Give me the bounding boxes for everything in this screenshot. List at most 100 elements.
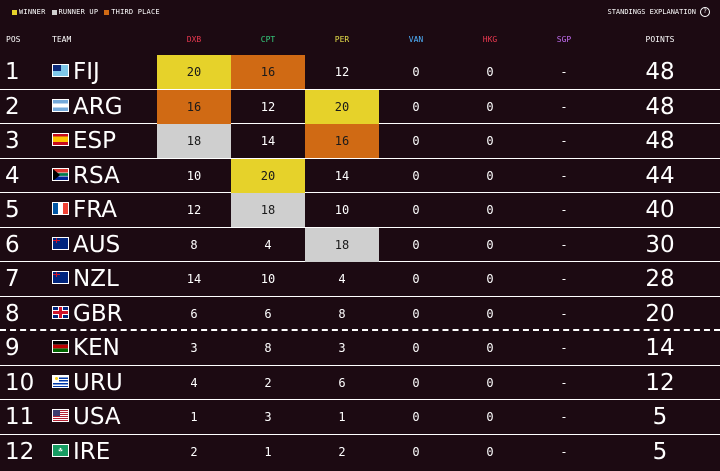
row-position: 8 bbox=[5, 300, 20, 327]
score-per: 2 bbox=[338, 444, 346, 459]
row-points: 48 bbox=[645, 93, 675, 120]
team-code[interactable]: ARG bbox=[73, 93, 123, 120]
standings-explanation-link[interactable]: Standings explanation ? bbox=[607, 7, 710, 17]
score-cpt: 16 bbox=[231, 55, 305, 89]
table-row[interactable]: 3 ESP 18 14 16 0 0 - 48 bbox=[0, 124, 720, 159]
row-position: 7 bbox=[5, 266, 20, 292]
header-event-dxb[interactable]: DXB bbox=[186, 35, 202, 44]
score-hkg: 0 bbox=[486, 341, 494, 355]
legend-swatch bbox=[12, 9, 17, 15]
team-code[interactable]: FIJ bbox=[73, 59, 100, 85]
header-event-cpt[interactable]: CPT bbox=[260, 35, 276, 44]
team-code[interactable]: GBR bbox=[73, 300, 123, 327]
header-pos: POS bbox=[6, 35, 21, 44]
score-sgp: - bbox=[560, 375, 568, 390]
score-sgp: - bbox=[560, 444, 568, 459]
score-hkg: 0 bbox=[486, 444, 494, 459]
score-dxb: 16 bbox=[157, 89, 231, 124]
team-code[interactable]: RSA bbox=[73, 162, 120, 189]
row-position: 10 bbox=[5, 369, 35, 396]
row-points: 48 bbox=[645, 59, 675, 85]
table-row[interactable]: 1 FIJ 20 16 12 0 0 - 48 bbox=[0, 55, 720, 90]
row-points: 12 bbox=[645, 369, 675, 396]
flag-ireland-icon: ☘ bbox=[52, 443, 69, 457]
score-per: 4 bbox=[338, 272, 346, 286]
score-hkg: 0 bbox=[486, 203, 494, 217]
flag-new-zealand-icon bbox=[52, 271, 69, 284]
score-hkg: 0 bbox=[486, 237, 494, 252]
row-points: 28 bbox=[645, 266, 675, 292]
row-position: 3 bbox=[5, 128, 20, 154]
score-van: 0 bbox=[412, 410, 420, 424]
table-row[interactable]: 9 KEN 3 8 3 0 0 - 14 bbox=[0, 331, 720, 366]
team-code[interactable]: AUS bbox=[73, 231, 121, 258]
team-code[interactable]: FRA bbox=[73, 197, 118, 223]
row-points: 44 bbox=[645, 162, 675, 189]
flag-south-africa-icon bbox=[52, 167, 69, 181]
team-code[interactable]: URU bbox=[73, 369, 123, 396]
score-per: 16 bbox=[305, 124, 379, 158]
team-code[interactable]: ESP bbox=[73, 128, 117, 154]
score-sgp: - bbox=[560, 306, 568, 321]
score-sgp: - bbox=[560, 65, 568, 79]
header-event-per[interactable]: PER bbox=[334, 35, 350, 44]
table-row[interactable]: 4 RSA 10 20 14 0 0 - 44 bbox=[0, 158, 720, 193]
table-row[interactable]: 8 GBR 6 6 8 0 0 - 20 bbox=[0, 297, 720, 331]
header-team: TEAM bbox=[52, 35, 72, 44]
flag-uruguay-icon bbox=[52, 374, 69, 388]
score-per: 10 bbox=[334, 203, 350, 217]
flag-usa-icon bbox=[52, 409, 69, 422]
score-per: 3 bbox=[338, 341, 346, 355]
table-row[interactable]: 12 ☘ IRE 2 1 2 0 0-5 bbox=[0, 435, 720, 470]
legend-item: Third place bbox=[104, 8, 160, 16]
score-sgp: - bbox=[560, 237, 568, 252]
score-hkg: 0 bbox=[486, 168, 494, 183]
table-row[interactable]: 10 URU 4 2 6 0 0 - 12 bbox=[0, 366, 720, 400]
table-row[interactable]: 5 FRA 12 18 10 0 0 - 40 bbox=[0, 193, 720, 228]
score-dxb: 18 bbox=[157, 124, 231, 158]
table-row[interactable]: 2 ARG 16 12 20 0 0 - 48 bbox=[0, 89, 720, 124]
score-dxb: 2 bbox=[190, 444, 198, 459]
score-dxb: 14 bbox=[186, 272, 202, 286]
question-icon: ? bbox=[700, 7, 710, 17]
score-per: 8 bbox=[338, 306, 346, 321]
row-position: 2 bbox=[5, 93, 20, 120]
team-code[interactable]: KEN bbox=[73, 335, 120, 361]
score-per: 1 bbox=[338, 410, 346, 424]
header-event-van[interactable]: VAN bbox=[408, 35, 424, 44]
score-cpt: 10 bbox=[260, 272, 276, 286]
score-cpt: 4 bbox=[264, 237, 272, 252]
row-position: 1 bbox=[5, 59, 20, 85]
score-sgp: - bbox=[560, 410, 568, 424]
row-points: 5 bbox=[652, 404, 668, 430]
legend-label: Runner up bbox=[58, 8, 99, 16]
table-row[interactable]: 11 USA 1 3 1 0 0 - 5 bbox=[0, 400, 720, 435]
team-code[interactable]: NZL bbox=[73, 266, 119, 292]
team-code[interactable]: USA bbox=[73, 404, 121, 430]
table-row[interactable]: 6 AUS 8 4 18 0 0 - 30 bbox=[0, 227, 720, 262]
flag-australia-icon bbox=[52, 236, 69, 250]
score-van: 0 bbox=[412, 203, 420, 217]
flag-spain-icon bbox=[52, 133, 69, 146]
standings-explanation-label: Standings explanation bbox=[607, 8, 696, 16]
row-position: 6 bbox=[5, 231, 20, 258]
table-row[interactable]: 7 NZL 14 10 4 0 0 - 28 bbox=[0, 262, 720, 297]
score-sgp: - bbox=[560, 272, 568, 286]
score-dxb: 4 bbox=[190, 375, 198, 390]
score-hkg: 0 bbox=[486, 272, 494, 286]
team-code[interactable]: IRE bbox=[73, 438, 111, 465]
header-event-sgp[interactable]: SGP bbox=[556, 35, 572, 44]
score-per: 20 bbox=[305, 89, 379, 124]
score-cpt: 2 bbox=[264, 375, 272, 390]
score-dxb: 10 bbox=[186, 168, 202, 183]
row-position: 9 bbox=[5, 335, 20, 361]
score-van: 0 bbox=[412, 99, 420, 114]
flag-great-britain-icon bbox=[52, 305, 69, 319]
score-dxb: 12 bbox=[186, 203, 202, 217]
score-cpt: 18 bbox=[231, 193, 305, 227]
header-event-hkg[interactable]: HKG bbox=[482, 35, 498, 44]
score-cpt: 6 bbox=[264, 306, 272, 321]
legend-swatch bbox=[104, 9, 110, 15]
row-points: 40 bbox=[645, 197, 675, 223]
score-sgp: - bbox=[560, 341, 568, 355]
